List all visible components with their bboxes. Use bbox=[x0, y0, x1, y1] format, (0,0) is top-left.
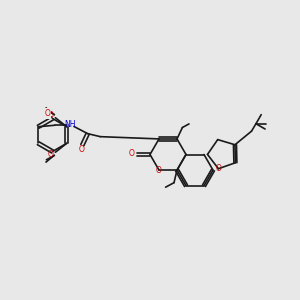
Text: NH: NH bbox=[64, 120, 76, 129]
Text: O: O bbox=[129, 149, 135, 158]
Text: O: O bbox=[156, 166, 162, 175]
Text: O: O bbox=[48, 111, 54, 120]
Text: O: O bbox=[215, 164, 221, 173]
Text: O: O bbox=[45, 109, 50, 118]
Text: O: O bbox=[48, 150, 54, 159]
Text: O: O bbox=[78, 145, 84, 154]
